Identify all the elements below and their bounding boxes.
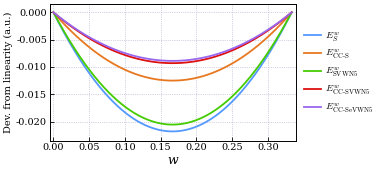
$E_{\mathrm{CC\text{-}SeVWN5}}^w$ (242, 43, 246, 45)
$E_{\mathrm{CC\text{-}SeVWN5}}^w$ (215, 53, 220, 55)
Y-axis label: Dev. from linearity (a.u.): Dev. from linearity (a.u.) (4, 12, 13, 133)
$E_{\mathrm{CC\text{-}SVWN5}}^w$ (170, 62, 175, 64)
$E_{\mathrm{CC\text{-}SeVWN5}}^w$ (290, 11, 294, 13)
$E_{\mathrm{CC\text{-}SVWN5}}^w$ (156, 61, 161, 63)
$E_{\mathrm{SVWN5}}^w$ (170, 124, 175, 126)
Legend: $E_S^w$, $E_{\mathrm{CC\text{-}S}}^w$, $E_{\mathrm{SVWN5}}^w$, $E_{\mathrm{CC\te: $E_S^w$, $E_{\mathrm{CC\text{-}S}}^w$, $… (304, 30, 373, 115)
$E_{\mathrm{CC\text{-}SVWN5}}^w$ (237, 46, 242, 48)
$E_{\mathrm{CC\text{-}SeVWN5}}^w$ (170, 60, 175, 62)
$E_{\mathrm{CC\text{-}S}}^w$ (242, 55, 246, 57)
$E_{\mathrm{SVWN5}}^w$ (242, 83, 246, 86)
$E_{\mathrm{SVWN5}}^w$ (51, 11, 56, 13)
$E_{\mathrm{CC\text{-}SeVWN5}}^w$ (76, 29, 80, 31)
$E_{\mathrm{CC\text{-}S}}^w$ (147, 77, 152, 79)
$E_{\mathrm{CC\text{-}SVWN5}}^w$ (51, 11, 56, 13)
$E_S^w$ (170, 130, 175, 133)
$E_{\mathrm{CC\text{-}SeVWN5}}^w$ (147, 58, 152, 60)
$E_{\mathrm{CC\text{-}S}}^w$ (290, 11, 294, 13)
$E_{\mathrm{CC\text{-}S}}^w$ (215, 70, 220, 72)
$E_S^w$ (215, 114, 220, 116)
$E_{\mathrm{SVWN5}}^w$ (237, 88, 242, 90)
$E_{\mathrm{CC\text{-}SVWN5}}^w$ (242, 44, 246, 46)
$E_{\mathrm{CC\text{-}S}}^w$ (156, 79, 161, 81)
$E_S^w$ (51, 11, 56, 13)
$E_{\mathrm{CC\text{-}SVWN5}}^w$ (290, 11, 294, 13)
$E_S^w$ (76, 55, 80, 57)
Line: $E_{\mathrm{CC\text{-}SVWN5}}^w$: $E_{\mathrm{CC\text{-}SVWN5}}^w$ (53, 12, 292, 63)
$E_S^w$ (156, 129, 161, 131)
$E_{\mathrm{CC\text{-}SeVWN5}}^w$ (156, 59, 161, 61)
$E_S^w$ (290, 11, 294, 13)
Line: $E_{\mathrm{CC\text{-}S}}^w$: $E_{\mathrm{CC\text{-}S}}^w$ (53, 12, 292, 81)
$E_{\mathrm{CC\text{-}SVWN5}}^w$ (215, 55, 220, 57)
$E_S^w$ (242, 88, 246, 90)
$E_{\mathrm{CC\text{-}SVWN5}}^w$ (76, 30, 80, 32)
Line: $E_{\mathrm{CC\text{-}SeVWN5}}^w$: $E_{\mathrm{CC\text{-}SeVWN5}}^w$ (53, 12, 292, 61)
$E_{\mathrm{SVWN5}}^w$ (215, 108, 220, 110)
$E_{\mathrm{SVWN5}}^w$ (290, 11, 294, 13)
Line: $E_{\mathrm{SVWN5}}^w$: $E_{\mathrm{SVWN5}}^w$ (53, 12, 292, 125)
$E_{\mathrm{CC\text{-}SeVWN5}}^w$ (51, 11, 56, 13)
$E_{\mathrm{CC\text{-}SeVWN5}}^w$ (237, 45, 242, 47)
$E_{\mathrm{SVWN5}}^w$ (156, 122, 161, 124)
$E_{\mathrm{CC\text{-}SVWN5}}^w$ (147, 60, 152, 62)
$E_{\mathrm{CC\text{-}S}}^w$ (170, 80, 175, 82)
$E_{\mathrm{CC\text{-}S}}^w$ (237, 58, 242, 60)
$E_S^w$ (147, 126, 152, 128)
X-axis label: w: w (168, 154, 178, 167)
$E_{\mathrm{SVWN5}}^w$ (147, 120, 152, 122)
$E_{\mathrm{SVWN5}}^w$ (76, 52, 80, 55)
$E_{\mathrm{CC\text{-}S}}^w$ (51, 11, 56, 13)
$E_{\mathrm{CC\text{-}S}}^w$ (76, 36, 80, 38)
Line: $E_S^w$: $E_S^w$ (53, 12, 292, 131)
$E_S^w$ (237, 93, 242, 95)
